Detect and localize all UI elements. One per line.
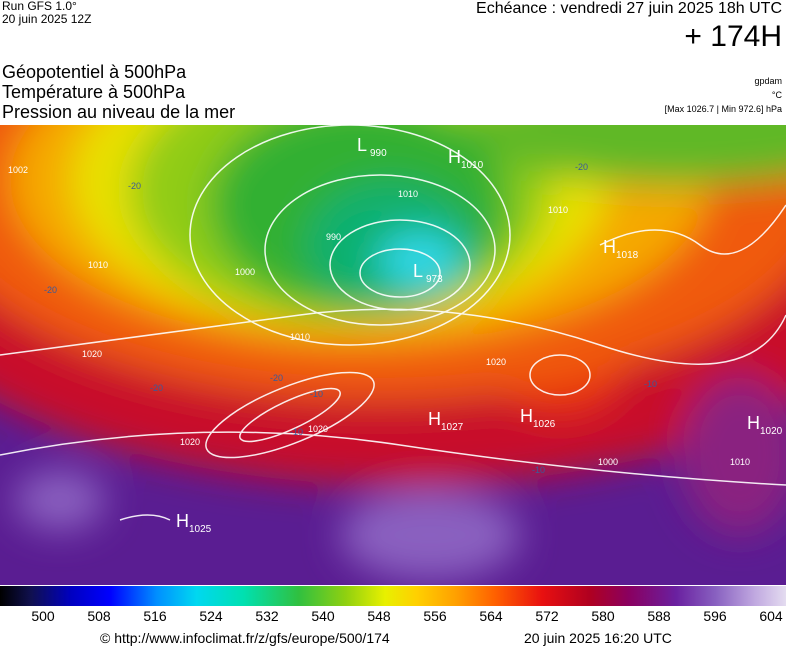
isobar-label: 1020 <box>486 357 506 367</box>
isobar-label: 1010 <box>290 332 310 342</box>
center-type: H <box>520 406 533 426</box>
colorbar-tick-label: 556 <box>423 608 447 624</box>
temperature-label: -20 <box>44 285 57 295</box>
colorbar-tick-label: 572 <box>535 608 559 624</box>
isobar-label: 1020 <box>180 437 200 447</box>
field <box>0 125 786 585</box>
title: Pression au niveau de la mer <box>2 102 236 122</box>
pressure-center: H 1026 <box>520 406 556 430</box>
center-type: H <box>448 147 461 167</box>
colorbar-tick-label: 508 <box>87 608 111 624</box>
center-type: H <box>603 237 616 257</box>
center-value: 1025 <box>189 524 212 535</box>
title: Température à 500hPa <box>2 82 186 102</box>
center-value: 1026 <box>533 419 556 430</box>
temperature-label: -20 <box>270 373 283 383</box>
unit: gpdam <box>754 76 782 86</box>
unit: °C <box>771 90 782 100</box>
pressure-center: H 1027 <box>428 409 464 433</box>
isobar-label: 990 <box>326 232 341 242</box>
center-value: 1020 <box>760 426 783 437</box>
source-url: © http://www.infoclimat.fr/z/gfs/europe/… <box>100 630 390 646</box>
isobar-label: 1020 <box>308 424 328 434</box>
pressure-center: L 973 <box>413 261 443 285</box>
center-value: 1018 <box>616 250 639 261</box>
center-type: L <box>413 261 423 281</box>
isobar-label: 1020 <box>82 349 102 359</box>
isobar-label: 1010 <box>730 457 750 467</box>
isobar-label: 1000 <box>235 267 255 277</box>
isobar-label: 1010 <box>88 260 108 270</box>
run-date: 20 juin 2025 12Z <box>2 12 92 26</box>
center-value: 1027 <box>441 422 464 433</box>
temperature-label: -10 <box>290 427 303 437</box>
isobar-label: 1000 <box>598 457 618 467</box>
temperature-label: -10 <box>532 465 545 475</box>
isobar-label: 1010 <box>398 189 418 199</box>
isobar-label: 1002 <box>8 165 28 175</box>
title: Géopotentiel à 500hPa <box>2 62 187 82</box>
temperature-label: -20 <box>128 181 141 191</box>
unit: [Max 1026.7 | Min 972.6] hPa <box>664 104 782 114</box>
colorbar-tick-label: 588 <box>647 608 671 624</box>
center-type: H <box>176 511 189 531</box>
center-value: 1010 <box>461 160 484 171</box>
units: gpdam °C [Max 1026.7 | Min 972.6] hPa <box>665 74 782 116</box>
colorbar-tick-label: 548 <box>367 608 391 624</box>
colorbar-tick-label: 516 <box>143 608 167 624</box>
colorbar-tick-label: 580 <box>591 608 615 624</box>
pressure-center: H 1025 <box>176 511 212 535</box>
colorbar-tick-label: 596 <box>703 608 727 624</box>
pressure-center: L 990 <box>357 135 387 159</box>
colorbar-tick-label: 500 <box>31 608 55 624</box>
temperature-label: -10 <box>310 389 323 399</box>
run-info: Run GFS 1.0° 20 juin 2025 12Z <box>2 0 91 26</box>
pressure-center: H 1018 <box>603 237 639 261</box>
colorbar <box>0 586 786 606</box>
center-type: H <box>747 413 760 433</box>
temperature-label: -10 <box>644 379 657 389</box>
generated-date: 20 juin 2025 16:20 UTC <box>524 630 672 646</box>
center-value: 990 <box>370 148 387 159</box>
forecast-time: Echéance : vendredi 27 juin 2025 18h UTC <box>476 0 782 17</box>
isobar-labels: 1002 1010 1000 990 1010 1020 1020 1020 1010 1000 1… <box>8 165 750 467</box>
center-type: H <box>428 409 441 429</box>
pressure-center: H 1020 <box>747 413 783 437</box>
isobar-label: 1010 <box>548 205 568 215</box>
colorbar-tick-label: 604 <box>759 608 783 624</box>
colorbar-tick-label: 524 <box>199 608 223 624</box>
center-value: 973 <box>426 274 443 285</box>
titles: Géopotentiel à 500hPa Température à 500h… <box>2 62 235 122</box>
colorbar-tick-label: 532 <box>255 608 279 624</box>
colorbar-tick-label: 540 <box>311 608 335 624</box>
center-type: L <box>357 135 367 155</box>
run-label: Run GFS 1.0° <box>2 0 77 13</box>
temperature-label: -20 <box>575 162 588 172</box>
lead-time: + 174H <box>684 20 782 53</box>
temperature-label: -20 <box>150 383 163 393</box>
colorbar-tick-label: 564 <box>479 608 503 624</box>
pressure-center: H 1010 <box>448 147 484 171</box>
temperature-labels: -20 -20 -10 -20 -10 -20 -10 -10 -20 <box>44 162 657 475</box>
colorbar-ticks: 500 508 516 524 532 540 548 556 564 572 580 588 596 6… <box>0 608 786 628</box>
